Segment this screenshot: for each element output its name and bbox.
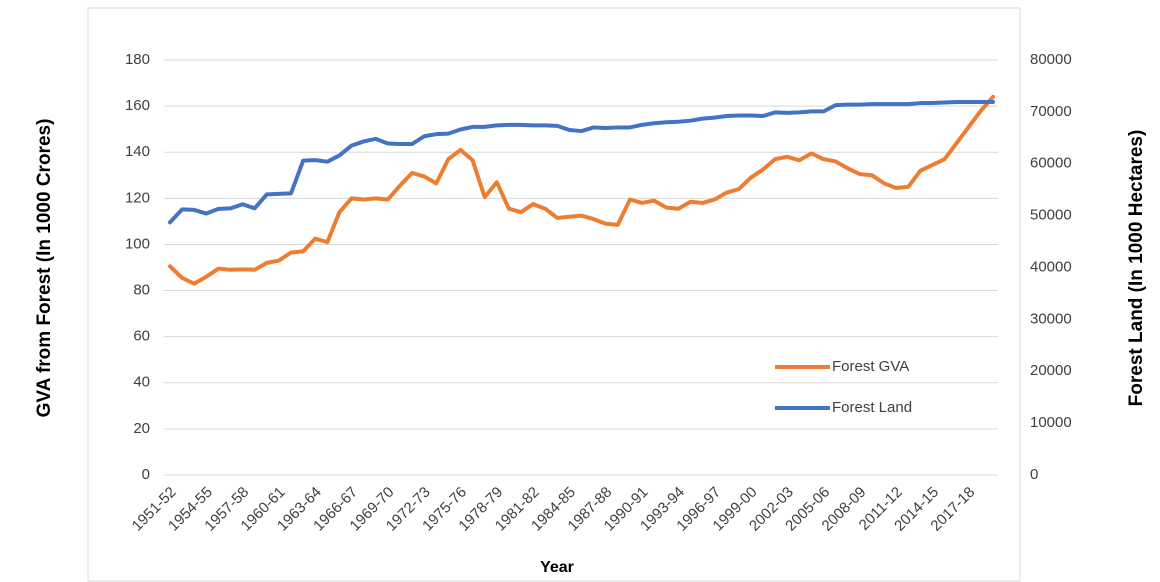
y2-tick-label: 30000 <box>1030 310 1072 327</box>
legend-label: Forest Land <box>832 399 912 416</box>
y2-tick-label: 80000 <box>1030 51 1072 68</box>
y-tick-label: 60 <box>133 328 150 345</box>
y-tick-label: 140 <box>125 143 150 160</box>
y-axis-title: GVA from Forest (In 1000 Crores) <box>34 119 55 418</box>
y2-tick-label: 50000 <box>1030 207 1072 224</box>
chart-border <box>87 7 1021 582</box>
series-line <box>168 100 995 225</box>
y2-tick-label: 0 <box>1030 466 1038 483</box>
y-tick-label: 0 <box>142 466 150 483</box>
y2-tick-label: 10000 <box>1030 414 1072 431</box>
y-tick-label: 80 <box>133 282 150 299</box>
legend-label: Forest GVA <box>832 358 909 375</box>
y2-tick-label: 60000 <box>1030 155 1072 172</box>
y-tick-label: 20 <box>133 420 150 437</box>
y-tick-label: 120 <box>125 189 150 206</box>
y-tick-label: 160 <box>125 97 150 114</box>
series-line <box>168 94 995 286</box>
y2-tick-label: 70000 <box>1030 103 1072 120</box>
y-tick-label: 180 <box>125 51 150 68</box>
x-axis-title: Year <box>540 559 574 576</box>
y-tick-label: 100 <box>125 235 150 252</box>
y-tick-label: 40 <box>133 374 150 391</box>
y2-axis-title: Forest Land (In 1000 Hectares) <box>1126 130 1147 407</box>
y2-tick-label: 40000 <box>1030 258 1072 275</box>
y2-tick-label: 20000 <box>1030 362 1072 379</box>
